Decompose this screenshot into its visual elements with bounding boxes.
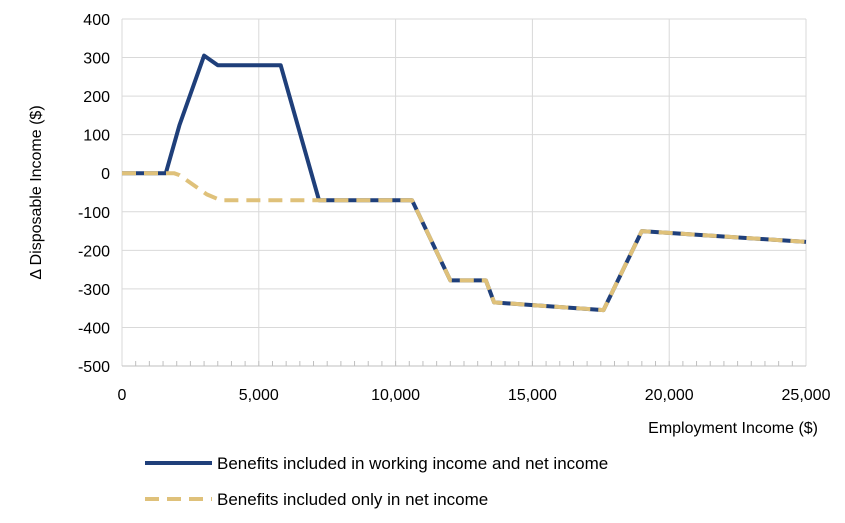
tick-labels: 400 300 200 100 0 -100 -200 -300 -400 -500 0 5,000 1… bbox=[78, 12, 831, 404]
y-tick-label: -100 bbox=[78, 205, 110, 222]
y-tick-label: 300 bbox=[83, 51, 110, 68]
y-tick-label: -400 bbox=[78, 320, 110, 337]
y-tick-label: 100 bbox=[83, 128, 110, 145]
x-tick-label: 25,000 bbox=[782, 387, 831, 404]
y-tick-label: 400 bbox=[83, 12, 110, 29]
series-lines bbox=[122, 53, 807, 313]
y-tick-label: -500 bbox=[78, 359, 110, 376]
x-tick-label: 20,000 bbox=[645, 387, 694, 404]
axes bbox=[121, 19, 806, 367]
y-tick-label: 200 bbox=[83, 89, 110, 106]
y-tick-label: -300 bbox=[78, 282, 110, 299]
series-line-net-income-only bbox=[122, 171, 807, 313]
x-tick-label: 5,000 bbox=[239, 387, 279, 404]
legend-label: Benefits included only in net income bbox=[217, 490, 488, 509]
x-axis-title: Employment Income ($) bbox=[648, 420, 818, 437]
y-axis-title: Δ Disposable Income ($) bbox=[28, 105, 45, 279]
x-tick-label: 10,000 bbox=[371, 387, 420, 404]
x-tick-label: 0 bbox=[118, 387, 127, 404]
gridlines bbox=[122, 18, 807, 366]
x-tick-label: 15,000 bbox=[508, 387, 557, 404]
y-tick-label: 0 bbox=[101, 166, 110, 183]
y-tick-label: -200 bbox=[78, 243, 110, 260]
legend-label: Benefits included in working income and … bbox=[217, 454, 608, 473]
legend: Benefits included in working income and … bbox=[145, 454, 608, 509]
